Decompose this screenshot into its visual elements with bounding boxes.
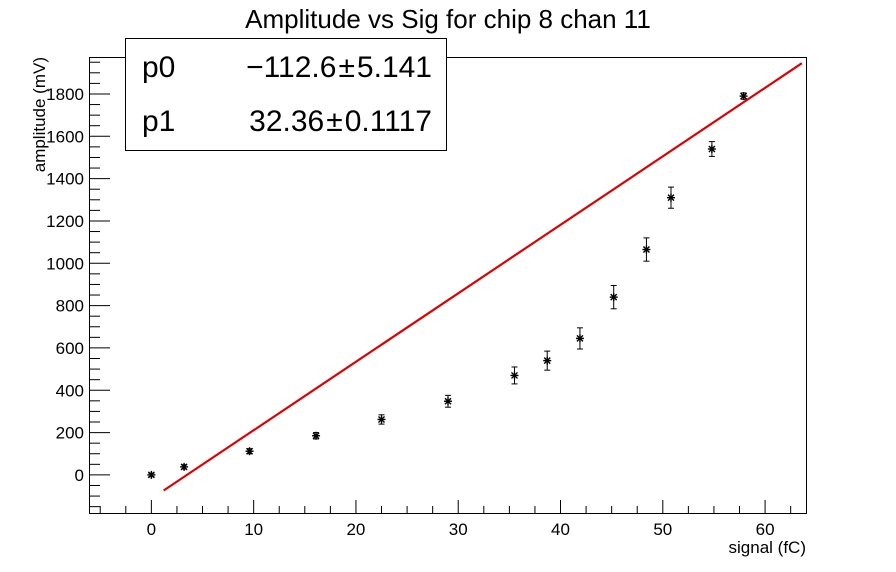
asterisk-stroke xyxy=(543,357,551,365)
plot-frame xyxy=(89,57,807,514)
data-point xyxy=(312,431,321,440)
asterisk-stroke xyxy=(246,447,254,455)
y-tick-label: 1600 xyxy=(46,127,84,146)
data-point xyxy=(609,293,618,302)
x-tick-label: 40 xyxy=(551,520,570,539)
axes: 0 10 20 30 40 50 60020040060080010001200140016… xyxy=(46,61,792,539)
stat-mean: −112.6 xyxy=(246,51,337,84)
data-point xyxy=(739,92,748,101)
data-point xyxy=(377,415,386,424)
fit-line xyxy=(163,62,803,492)
asterisk-stroke xyxy=(312,432,320,440)
x-tick-label: 30 xyxy=(449,520,468,539)
y-tick-label: 1400 xyxy=(46,170,84,189)
data-points xyxy=(147,92,748,479)
stat-mean: 32.36 xyxy=(249,105,325,138)
stat-error: 0.1117 xyxy=(344,105,432,138)
y-tick-label: 400 xyxy=(56,381,84,400)
data-point xyxy=(147,470,156,479)
asterisk-stroke xyxy=(378,415,386,423)
data-point xyxy=(707,145,716,153)
x-tick-label: 0 xyxy=(147,520,156,539)
stat-error: 5.141 xyxy=(356,51,432,84)
asterisk-stroke xyxy=(642,246,650,254)
asterisk-stroke xyxy=(180,463,188,471)
data-point xyxy=(543,356,552,365)
asterisk-stroke xyxy=(667,194,675,202)
data-point xyxy=(575,334,584,343)
y-tick-label: 0 xyxy=(75,466,84,485)
y-tick-label: 200 xyxy=(56,424,84,443)
x-tick-label: 20 xyxy=(346,520,365,539)
y-axis-title: amplitude (mV) xyxy=(30,57,49,172)
y-tick-label: 600 xyxy=(56,339,84,358)
asterisk-stroke xyxy=(510,371,518,379)
data-point xyxy=(245,447,254,456)
x-tick-label: 60 xyxy=(756,520,775,539)
stat-row-p0: p0 −112.6±5.141 xyxy=(126,51,446,101)
stat-name: p1 xyxy=(142,105,176,138)
stat-value: −112.6±5.141 xyxy=(246,51,432,85)
plus-minus-symbol: ± xyxy=(326,105,343,138)
stat-value: 32.36±0.1117 xyxy=(249,105,432,139)
fit-stats-box: p0 −112.6±5.141 p1 32.36±0.1117 xyxy=(125,38,447,151)
data-point xyxy=(444,397,452,406)
x-tick-label: 10 xyxy=(244,520,263,539)
asterisk-stroke xyxy=(708,145,716,153)
stat-name: p0 xyxy=(142,51,176,84)
x-tick-label: 50 xyxy=(653,520,672,539)
y-tick-label: 1800 xyxy=(46,85,84,104)
data-point xyxy=(642,245,651,254)
y-tick-label: 1000 xyxy=(46,254,84,273)
y-tick-label: 1200 xyxy=(46,212,84,231)
asterisk-stroke xyxy=(576,334,584,342)
x-axis-title: signal (fC) xyxy=(729,538,806,557)
data-point xyxy=(510,371,519,380)
plus-minus-symbol: ± xyxy=(338,51,355,84)
asterisk-stroke xyxy=(444,397,452,405)
stat-row-p1: p1 32.36±0.1117 xyxy=(126,105,446,155)
asterisk-stroke xyxy=(740,92,748,100)
data-point xyxy=(666,193,675,202)
y-tick-label: 800 xyxy=(56,297,84,316)
asterisk-stroke xyxy=(147,471,155,479)
asterisk-stroke xyxy=(610,293,618,301)
data-point xyxy=(180,462,189,471)
chart-title: Amplitude vs Sig for chip 8 chan 11 xyxy=(245,4,651,34)
